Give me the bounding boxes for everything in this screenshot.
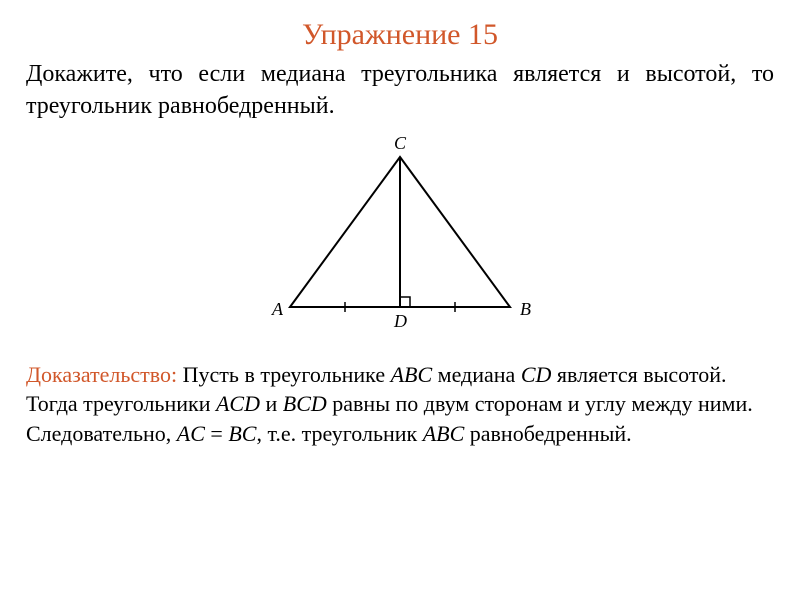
proof-part: , т.е. треугольник <box>256 421 422 446</box>
segment-ac: AC <box>177 421 205 446</box>
triangle-bcd: BCD <box>283 391 327 416</box>
segment-cd: CD <box>521 362 552 387</box>
slide: Упражнение 15 Докажите, что если медиана… <box>0 0 800 600</box>
proof-text: Доказательство: Пусть в треугольнике ABC… <box>0 360 800 449</box>
figure-container: A B C D <box>0 137 800 342</box>
proof-part: равнобедренный. <box>464 421 631 446</box>
proof-part: и <box>260 391 283 416</box>
triangle-diagram: A B C D <box>260 137 540 342</box>
segment-bc: BC <box>228 421 256 446</box>
exercise-title: Упражнение 15 <box>0 18 800 52</box>
svg-text:B: B <box>520 299 531 319</box>
proof-part: = <box>205 421 228 446</box>
proof-part: медиана <box>432 362 521 387</box>
proof-part: Пусть в треугольнике <box>177 362 390 387</box>
triangle-acd: ACD <box>216 391 260 416</box>
proof-label: Доказательство: <box>26 362 177 387</box>
svg-text:C: C <box>394 137 407 153</box>
triangle-abc: ABC <box>423 421 465 446</box>
svg-text:A: A <box>271 299 284 319</box>
problem-statement: Докажите, что если медиана треугольника … <box>0 58 800 123</box>
svg-text:D: D <box>393 311 407 331</box>
triangle-abc: ABC <box>391 362 433 387</box>
